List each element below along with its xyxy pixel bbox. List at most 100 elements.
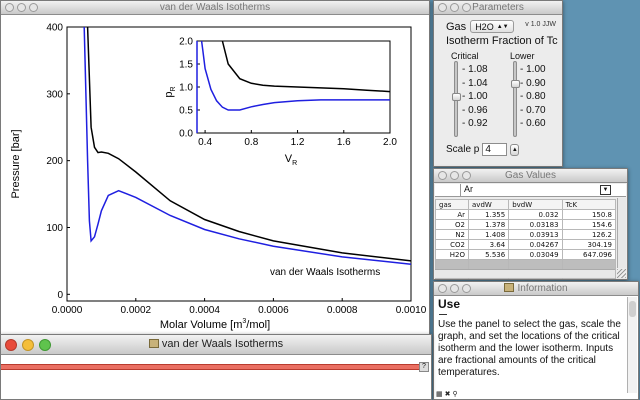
table-row[interactable]: H2O 5.536 0.03049 647.096 [434, 249, 617, 260]
info-scroll-thumb[interactable] [629, 301, 636, 317]
find-icon[interactable]: ⚲ [452, 391, 458, 398]
info-text-area[interactable]: Use Use the panel to select the gas, sca… [438, 298, 626, 379]
table-row[interactable]: O2 1.378 0.03183 154.6 [434, 219, 617, 230]
inset-x-axis-label: VR [285, 153, 297, 167]
main-x-tick-label: 0.0010 [396, 305, 427, 316]
zoom-button[interactable] [462, 171, 471, 180]
main-y-tick-label: 300 [46, 89, 63, 100]
inset-y-tick-label: 0.5 [179, 106, 193, 117]
table-row[interactable]: Ar 1.355 0.032 150.8 [434, 209, 617, 220]
help-icon[interactable]: ? [419, 362, 429, 372]
info-heading: Use [438, 297, 461, 311]
table-cell[interactable]: 647.096 [561, 249, 617, 260]
minimize-button[interactable] [450, 3, 459, 12]
table-cell[interactable]: 5.536 [468, 249, 510, 260]
empty-cell[interactable] [508, 259, 563, 270]
vertical-scrollbar[interactable] [617, 198, 626, 268]
minimize-button[interactable] [450, 284, 459, 293]
lower-slider-thumb[interactable] [511, 79, 520, 88]
gas-values-titlebar[interactable]: Gas Values [434, 169, 627, 183]
minimize-button[interactable] [17, 3, 26, 12]
horizontal-scrollbar[interactable] [435, 269, 615, 278]
select-arrows-icon: ▲▼ [496, 23, 509, 30]
main-series-line-1 [83, 26, 412, 265]
information-window: Information Use Use the panel to select … [433, 281, 639, 400]
column-header[interactable]: TcK [561, 199, 617, 210]
minimize-button[interactable] [450, 171, 459, 180]
empty-table-row[interactable] [434, 259, 617, 270]
main-y-tick-label: 400 [46, 23, 63, 34]
table-cell[interactable]: 0.032 [508, 209, 563, 220]
empty-cell[interactable] [468, 259, 510, 270]
empty-cell[interactable] [561, 259, 617, 270]
scale-label: Scale p [446, 144, 480, 155]
info-divider [439, 314, 447, 315]
zoom-button[interactable] [462, 3, 471, 12]
table-cell[interactable]: 0.03049 [508, 249, 563, 260]
info-text: Use the panel to select the gas, scale t… [438, 319, 621, 378]
close-button[interactable] [438, 3, 447, 12]
info-scrollbar[interactable] [627, 297, 637, 393]
table-cell[interactable]: 1.408 [468, 229, 510, 240]
table-cell[interactable]: H2O [434, 249, 470, 260]
table-cell[interactable]: Ar [434, 209, 470, 220]
main-x-tick-label: 0.0006 [258, 305, 289, 316]
window-title: van der Waals Isotherms [1, 338, 431, 350]
table-row[interactable]: N2 1.408 0.03913 126.2 [434, 229, 617, 240]
inset-x-tick-label: 0.8 [244, 137, 258, 148]
table-cell[interactable]: 150.8 [561, 209, 617, 220]
critical-slider-thumb[interactable] [452, 93, 461, 101]
lower-tick-label: - 0.80 [520, 91, 546, 102]
empty-cell[interactable] [434, 259, 470, 270]
scale-input[interactable]: 4 [482, 143, 508, 156]
close-button[interactable] [5, 339, 17, 351]
gas-entry-bar: Ar ▼ [435, 184, 626, 197]
page-icon[interactable]: ▦ [436, 391, 443, 398]
table-cell[interactable]: 126.2 [561, 229, 617, 240]
inset-x-tick-label: 2.0 [383, 137, 397, 148]
table-cell[interactable]: 1.355 [468, 209, 510, 220]
lower-tick-label: - 0.60 [520, 118, 546, 129]
chart-annotation: van der Waals Isotherms [270, 267, 380, 278]
window-controls [5, 3, 38, 12]
close-button[interactable] [438, 284, 447, 293]
zoom-button[interactable] [462, 284, 471, 293]
table-cell[interactable]: 1.378 [468, 219, 510, 230]
close-button[interactable] [5, 3, 14, 12]
table-cell[interactable]: O2 [434, 219, 470, 230]
plot-window-titlebar[interactable]: van der Waals Isotherms [1, 1, 429, 15]
table-cell[interactable]: 154.6 [561, 219, 617, 230]
gas-entry-field[interactable]: Ar [460, 184, 590, 196]
gas-select[interactable]: H2O ▲▼ [470, 20, 514, 33]
console-titlebar[interactable]: van der Waals Isotherms [1, 335, 431, 355]
table-row[interactable]: CO2 3.64 0.04267 304.19 [434, 239, 617, 250]
console-text-area[interactable] [3, 356, 429, 396]
dropdown-arrow-icon[interactable]: ▼ [600, 185, 611, 195]
inset-x-tick-label: 0.4 [198, 137, 212, 148]
cut-icon[interactable]: ✖ [444, 391, 451, 398]
table-cell[interactable]: CO2 [434, 239, 470, 250]
column-header[interactable]: avdW [468, 199, 510, 210]
table-cell[interactable]: 0.03183 [508, 219, 563, 230]
lower-slider-track[interactable] [513, 61, 517, 137]
x-axis-label: Molar Volume [m3/mol] [160, 318, 270, 331]
table-cell[interactable]: 3.64 [468, 239, 510, 250]
parameters-titlebar[interactable]: Parameters [434, 1, 562, 15]
document-icon [504, 283, 515, 292]
console-status-bar [1, 364, 419, 370]
information-titlebar[interactable]: Information [434, 282, 638, 296]
table-cell[interactable]: 0.03913 [508, 229, 563, 240]
resize-grip-icon[interactable] [617, 269, 626, 278]
scale-stepper[interactable]: ▲ [510, 143, 520, 156]
zoom-button[interactable] [29, 3, 38, 12]
close-button[interactable] [438, 171, 447, 180]
table-cell[interactable]: 0.04267 [508, 239, 563, 250]
column-header[interactable]: gas [434, 199, 470, 210]
minimize-button[interactable] [22, 339, 34, 351]
column-header[interactable]: bvdW [508, 199, 563, 210]
zoom-button[interactable] [39, 339, 51, 351]
critical-tick-label: - 1.08 [462, 64, 488, 75]
inset-y-tick-label: 2.0 [179, 37, 193, 48]
table-cell[interactable]: 304.19 [561, 239, 617, 250]
table-cell[interactable]: N2 [434, 229, 470, 240]
